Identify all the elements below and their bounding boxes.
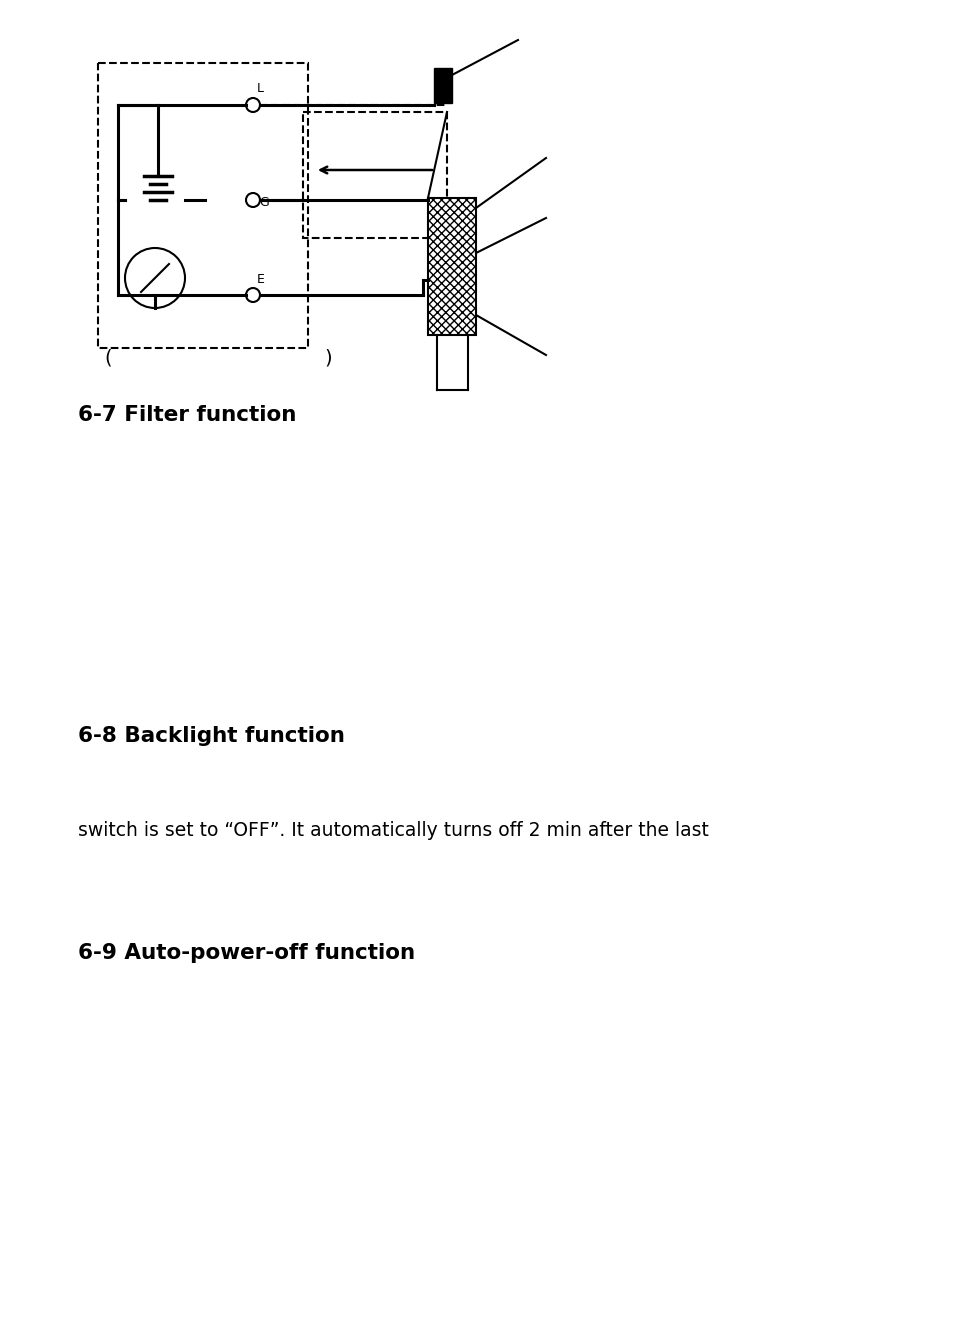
Text: (: ( bbox=[104, 348, 112, 368]
Text: L: L bbox=[256, 82, 264, 95]
Text: 6-8 Backlight function: 6-8 Backlight function bbox=[78, 726, 345, 745]
Text: 6-9 Auto-power-off function: 6-9 Auto-power-off function bbox=[78, 943, 415, 963]
Text: 6-7 Filter function: 6-7 Filter function bbox=[78, 405, 296, 425]
Text: switch is set to “OFF”. It automatically turns off 2 min after the last: switch is set to “OFF”. It automatically… bbox=[78, 821, 708, 839]
Bar bbox=[434, 68, 452, 103]
Text: E: E bbox=[256, 273, 265, 286]
Bar bbox=[303, 113, 447, 238]
Bar bbox=[428, 199, 476, 335]
Bar bbox=[98, 64, 308, 348]
Text: G: G bbox=[258, 196, 269, 208]
Text: ): ) bbox=[324, 348, 332, 368]
